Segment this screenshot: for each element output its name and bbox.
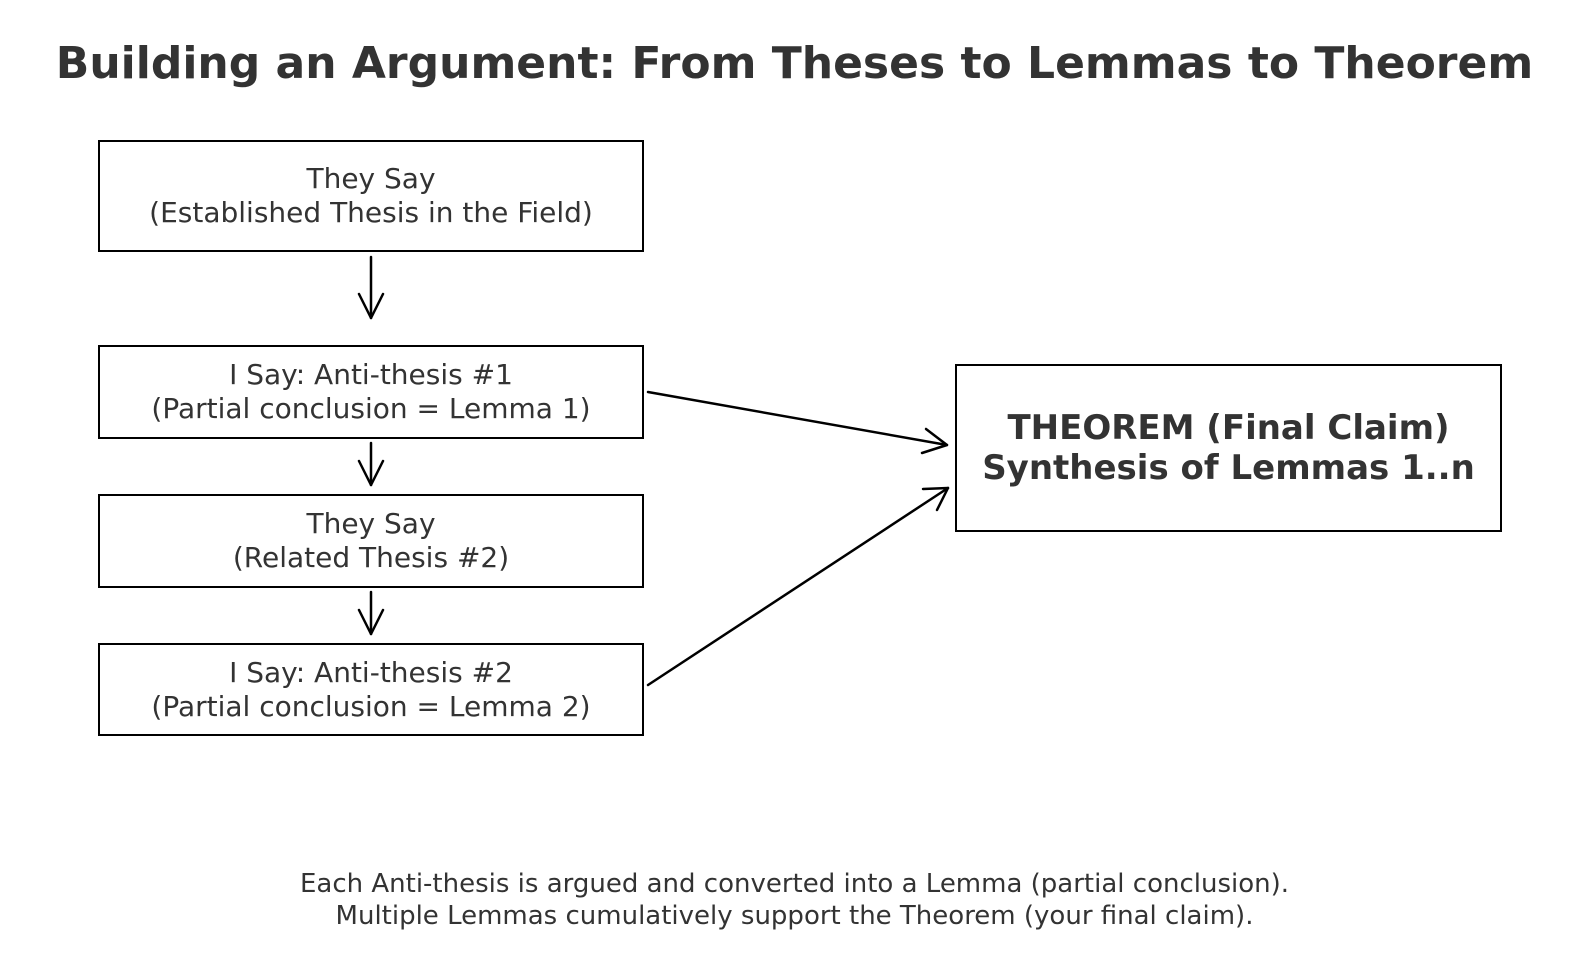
footnote-caption: Each Anti-thesis is argued and converted… xyxy=(0,868,1589,932)
arrow-lemma-2-to-theorem xyxy=(646,486,950,687)
i-say-2-heading: I Say: Anti-thesis #2 xyxy=(229,655,513,689)
i-say-2-detail: (Partial conclusion = Lemma 2) xyxy=(151,689,591,723)
footnote-line-2: Multiple Lemmas cumulatively support the… xyxy=(335,901,1254,931)
arrow-lemma-1-to-theorem xyxy=(646,390,949,455)
footnote-line-1: Each Anti-thesis is argued and converted… xyxy=(299,869,1290,899)
they-say-1-heading: They Say xyxy=(306,162,436,195)
they-say-related-thesis-box: They Say (Related Thesis #2) xyxy=(98,494,644,588)
theorem-detail: Synthesis of Lemmas 1..n xyxy=(982,448,1475,488)
i-say-anti-thesis-1-box: I Say: Anti-thesis #1 (Partial conclusio… xyxy=(98,345,644,439)
theorem-heading: THEOREM (Final Claim) xyxy=(1007,408,1450,448)
arrow-they-say-1-to-i-say-1 xyxy=(357,255,385,320)
arrow-they-say-2-to-i-say-2 xyxy=(357,590,385,636)
i-say-1-heading: I Say: Anti-thesis #1 xyxy=(229,358,513,391)
they-say-1-detail: (Established Thesis in the Field) xyxy=(149,196,593,229)
i-say-1-detail: (Partial conclusion = Lemma 1) xyxy=(151,392,591,425)
arrow-i-say-1-to-they-say-2 xyxy=(357,441,385,487)
they-say-2-detail: (Related Thesis #2) xyxy=(232,541,510,574)
i-say-anti-thesis-2-box: I Say: Anti-thesis #2 (Partial conclusio… xyxy=(98,643,644,736)
they-say-2-heading: They Say xyxy=(306,507,436,540)
diagram-title: Building an Argument: From Theses to Lem… xyxy=(55,38,1534,89)
theorem-box: THEOREM (Final Claim) Synthesis of Lemma… xyxy=(955,364,1502,532)
they-say-established-thesis-box: They Say (Established Thesis in the Fiel… xyxy=(98,140,644,252)
